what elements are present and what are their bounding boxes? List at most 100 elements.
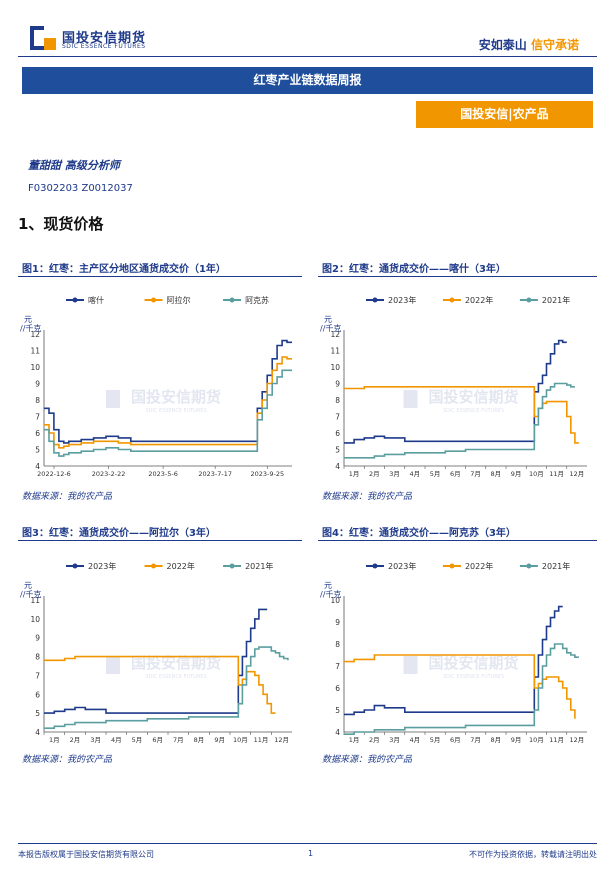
x-tick-label: 8月 xyxy=(491,470,502,478)
y-tick-label: 8 xyxy=(35,396,40,405)
x-tick-label: 2月 xyxy=(70,736,81,744)
x-tick-label: 12月 xyxy=(569,470,584,478)
series-line xyxy=(44,655,276,714)
x-tick-label: 6月 xyxy=(450,736,461,744)
y-axis-unit: 元 xyxy=(324,315,332,324)
legend-label: 阿克苏 xyxy=(245,295,269,305)
y-tick-label: 10 xyxy=(330,596,340,605)
y-axis-unit: //千克 xyxy=(20,323,41,333)
x-tick-label: 3月 xyxy=(389,736,400,744)
watermark-text: 国投安信期货 xyxy=(131,654,221,672)
watermark-logo-icon xyxy=(106,656,120,674)
legend-marker xyxy=(151,297,157,303)
y-tick-label: 11 xyxy=(30,596,40,605)
watermark-subtext: SDIC ESSENCE FUTURES xyxy=(145,408,206,414)
y-axis-unit: 元 xyxy=(24,581,32,590)
y-tick-label: 6 xyxy=(35,690,40,699)
y-tick-label: 11 xyxy=(330,347,340,356)
x-tick-label: 4月 xyxy=(410,736,421,744)
legend-marker xyxy=(72,297,78,303)
page-number: 1 xyxy=(308,849,314,858)
figure-2-rule xyxy=(318,276,597,277)
legend-marker xyxy=(229,563,235,569)
y-tick-label: 9 xyxy=(35,634,40,643)
series-line xyxy=(44,608,268,714)
x-tick-label: 12月 xyxy=(274,736,289,744)
legend-label: 2021年 xyxy=(245,561,273,571)
x-tick-label: 5月 xyxy=(430,736,441,744)
x-tick-label: 11月 xyxy=(549,736,564,744)
series-line xyxy=(344,643,579,735)
series-line xyxy=(44,646,289,729)
x-tick-label: 2023-7-17 xyxy=(198,470,232,478)
x-tick-label: 7月 xyxy=(470,736,481,744)
y-tick-label: 4 xyxy=(35,462,40,471)
y-tick-label: 12 xyxy=(30,330,40,339)
watermark-subtext: SDIC ESSENCE FUTURES xyxy=(443,408,504,414)
x-tick-label: 11月 xyxy=(549,470,564,478)
section-title: 1、现货价格 xyxy=(18,215,104,233)
watermark-text: 国投安信期货 xyxy=(428,388,518,406)
figure-1-title: 图1：红枣：主产区分地区通货成交价（1年） xyxy=(22,264,226,275)
x-tick-label: 1月 xyxy=(49,736,60,744)
series-line xyxy=(44,339,292,444)
x-tick-label: 4月 xyxy=(410,470,421,478)
x-tick-label: 3月 xyxy=(90,736,101,744)
footer-disclaimer: 不可作为投资依据，转载请注明出处 xyxy=(469,850,597,859)
legend-marker xyxy=(372,563,378,569)
y-tick-label: 7 xyxy=(35,413,40,422)
y-axis-unit: //千克 xyxy=(20,589,41,599)
y-tick-label: 5 xyxy=(35,709,40,718)
y-tick-label: 8 xyxy=(335,396,340,405)
y-tick-label: 4 xyxy=(335,462,340,471)
header-divider xyxy=(18,56,597,57)
y-tick-label: 7 xyxy=(335,662,340,671)
y-tick-label: 6 xyxy=(335,684,340,693)
x-tick-label: 10月 xyxy=(529,736,544,744)
y-tick-label: 9 xyxy=(335,380,340,389)
x-tick-label: 9月 xyxy=(511,470,522,478)
series-line xyxy=(344,605,563,716)
series-line xyxy=(344,339,567,444)
series-line xyxy=(344,382,575,459)
x-tick-label: 11月 xyxy=(254,736,269,744)
y-axis-unit: 元 xyxy=(24,315,32,324)
figure-4-rule xyxy=(318,540,597,541)
x-tick-label: 2023-9-25 xyxy=(250,470,284,478)
x-tick-label: 2023-2-22 xyxy=(92,470,126,478)
legend-label: 2021年 xyxy=(542,561,570,571)
x-tick-label: 2022-12-6 xyxy=(37,470,71,478)
legend-marker xyxy=(372,297,378,303)
watermark-logo-icon xyxy=(106,390,120,408)
x-tick-label: 3月 xyxy=(389,470,400,478)
y-tick-label: 9 xyxy=(335,618,340,627)
company-logo-icon xyxy=(30,26,56,50)
y-tick-label: 4 xyxy=(335,728,340,737)
x-tick-label: 12月 xyxy=(569,736,584,744)
legend-marker xyxy=(526,563,532,569)
slogan-main: 安如泰山 xyxy=(478,38,527,52)
figure-2-title: 图2：红枣：通货成交价——喀什（3年） xyxy=(322,264,506,275)
x-tick-label: 8月 xyxy=(491,736,502,744)
legend-label: 2021年 xyxy=(542,295,570,305)
y-tick-label: 12 xyxy=(330,330,340,339)
x-tick-label: 1月 xyxy=(349,736,360,744)
legend-label: 2022年 xyxy=(167,561,195,571)
y-tick-label: 11 xyxy=(30,347,40,356)
slogan: 安如泰山 信守承诺 xyxy=(479,36,579,53)
logo-subtext: SDIC ESSENCE FUTURES xyxy=(62,43,146,50)
legend-label: 2023年 xyxy=(388,295,416,305)
y-axis-unit: //千克 xyxy=(320,589,341,599)
x-tick-label: 10月 xyxy=(233,736,248,744)
logo-text: 国投安信期货 xyxy=(62,31,147,46)
y-axis-unit: 元 xyxy=(324,581,332,590)
y-tick-label: 6 xyxy=(35,429,40,438)
x-tick-label: 7月 xyxy=(173,736,184,744)
figure-1-source: 数据来源：我的农产品 xyxy=(22,492,113,502)
legend-marker xyxy=(449,297,455,303)
watermark-text: 国投安信期货 xyxy=(131,388,221,406)
x-tick-label: 8月 xyxy=(194,736,205,744)
